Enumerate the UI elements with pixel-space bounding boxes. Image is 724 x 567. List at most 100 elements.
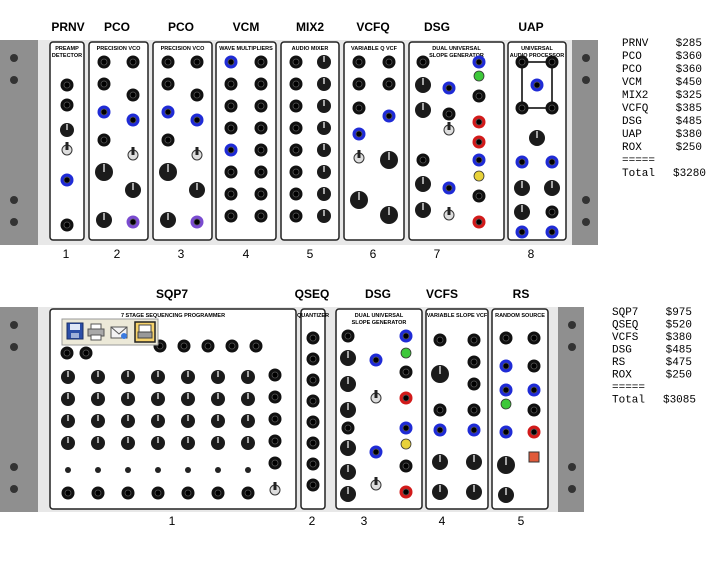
patch-jack-hole: [385, 112, 393, 120]
print-preview-icon[interactable]: [134, 321, 156, 343]
rack-screw: [10, 485, 18, 493]
patch-jack-hole: [475, 218, 483, 226]
price-item-name: ROX: [622, 142, 642, 154]
signal-route-box: [521, 61, 553, 109]
module-label-mix2: MIX2: [296, 20, 324, 34]
price-item-name: SQP7: [612, 307, 638, 319]
rack-1-ear-left: [0, 40, 38, 245]
module-number: 2: [114, 247, 121, 261]
patch-jack-hole: [154, 489, 162, 497]
patch-jack-hole: [445, 184, 453, 192]
module-panel-row2-4: VARIABLE SLOPE VCF: [425, 308, 489, 510]
price-item-value: $285: [676, 38, 702, 50]
save-icon[interactable]: [66, 322, 84, 340]
rack-screw: [582, 54, 590, 62]
email-icon[interactable]: [110, 326, 128, 339]
patch-jack-hole: [257, 102, 265, 110]
patch-jack-hole: [470, 406, 478, 414]
patch-jack-hole: [309, 355, 317, 363]
patch-jack-hole: [193, 218, 201, 226]
module-label-pco-2: PCO: [168, 20, 194, 34]
patch-jack-hole: [475, 156, 483, 164]
patch-jack-hole: [470, 336, 478, 344]
panel-title: QUANTIZER: [297, 313, 329, 319]
patch-jack-hole: [355, 80, 363, 88]
trigger-button[interactable]: [528, 451, 540, 463]
price-item-name: DSG: [612, 345, 632, 357]
patch-jack-hole: [402, 368, 410, 376]
patch-jack-hole: [129, 91, 137, 99]
patch-jack-hole: [228, 342, 236, 350]
module-panel-5: AUDIO MIXER: [280, 41, 340, 241]
patch-jack-hole: [257, 212, 265, 220]
stage-select-button[interactable]: [215, 467, 221, 473]
stage-select-button[interactable]: [185, 467, 191, 473]
rack-1-ear-right: [572, 40, 598, 245]
patch-jack-hole: [180, 342, 188, 350]
patch-jack-hole: [292, 102, 300, 110]
stage-select-button[interactable]: [245, 467, 251, 473]
patch-jack-hole: [344, 332, 352, 340]
patch-jack-hole: [445, 84, 453, 92]
module-number: 3: [361, 514, 368, 528]
patch-jack-hole: [271, 371, 279, 379]
stage-select-button[interactable]: [125, 467, 131, 473]
rack-2-ear-right: [558, 307, 584, 512]
toggle-lever: [447, 207, 451, 215]
rack-screw: [10, 76, 18, 84]
price-item-name: PCO: [622, 51, 642, 63]
module-label-vcfq: VCFQ: [356, 20, 389, 34]
patch-jack-hole: [402, 424, 410, 432]
module-panel: [49, 308, 297, 510]
rack-screw: [582, 76, 590, 84]
module-panel: [280, 41, 340, 241]
panel-title: SLOPE GENERATOR: [429, 53, 484, 59]
rack-2-ear-left: [0, 307, 38, 512]
toggle-lever: [273, 482, 277, 490]
patch-jack-hole: [271, 459, 279, 467]
patch-jack-hole: [402, 488, 410, 496]
patch-jack-hole: [530, 386, 538, 394]
patch-jack-hole: [63, 221, 71, 229]
panel-title: AUDIO PROCESSOR: [510, 53, 564, 59]
price-item-value: $360: [676, 51, 702, 63]
patch-jack-hole: [252, 342, 260, 350]
patch-jack-hole: [518, 228, 526, 236]
patch-jack-hole: [470, 426, 478, 434]
patch-jack-hole: [502, 386, 510, 394]
patch-jack-hole: [530, 428, 538, 436]
toggle-lever: [374, 477, 378, 485]
patch-jack-hole: [470, 380, 478, 388]
panel-title: PRECISION VCO: [161, 46, 205, 52]
print-icon[interactable]: [87, 323, 105, 341]
patch-jack-hole: [184, 489, 192, 497]
price-list-2: SQP7 $975 QSEQ $520 VCFS $380 DSG $485 RS $475 ROX…: [612, 307, 696, 407]
price-item-name: VCM: [622, 77, 642, 89]
patch-jack-hole: [402, 332, 410, 340]
patch-jack-hole: [385, 80, 393, 88]
stage-select-button[interactable]: [155, 467, 161, 473]
stage-select-button[interactable]: [95, 467, 101, 473]
patch-jack-hole: [372, 448, 380, 456]
patch-jack-hole: [124, 489, 132, 497]
patch-jack-hole: [227, 102, 235, 110]
module-number: 8: [528, 247, 535, 261]
module-label-rs: RS: [513, 287, 530, 301]
patch-jack-hole: [257, 80, 265, 88]
patch-jack-hole: [63, 81, 71, 89]
rack-screw: [568, 321, 576, 329]
patch-jack-hole: [257, 168, 265, 176]
price-item-value: $250: [676, 142, 702, 154]
stage-select-button[interactable]: [65, 467, 71, 473]
panel-title: DUAL UNIVERSAL: [355, 313, 404, 319]
patch-jack-hole: [100, 136, 108, 144]
rack-row-2: 7 STAGE SEQUENCING PROGRAMMER QUANTIZER DU…: [0, 307, 584, 512]
rack-screw: [568, 343, 576, 351]
toggle-lever: [357, 150, 361, 158]
patch-jack-hole: [227, 190, 235, 198]
patch-jack-hole: [193, 91, 201, 99]
module-panel-row2-5: RANDOM SOURCE: [491, 308, 549, 510]
module-panel-row2-2: QUANTIZER: [297, 308, 329, 510]
